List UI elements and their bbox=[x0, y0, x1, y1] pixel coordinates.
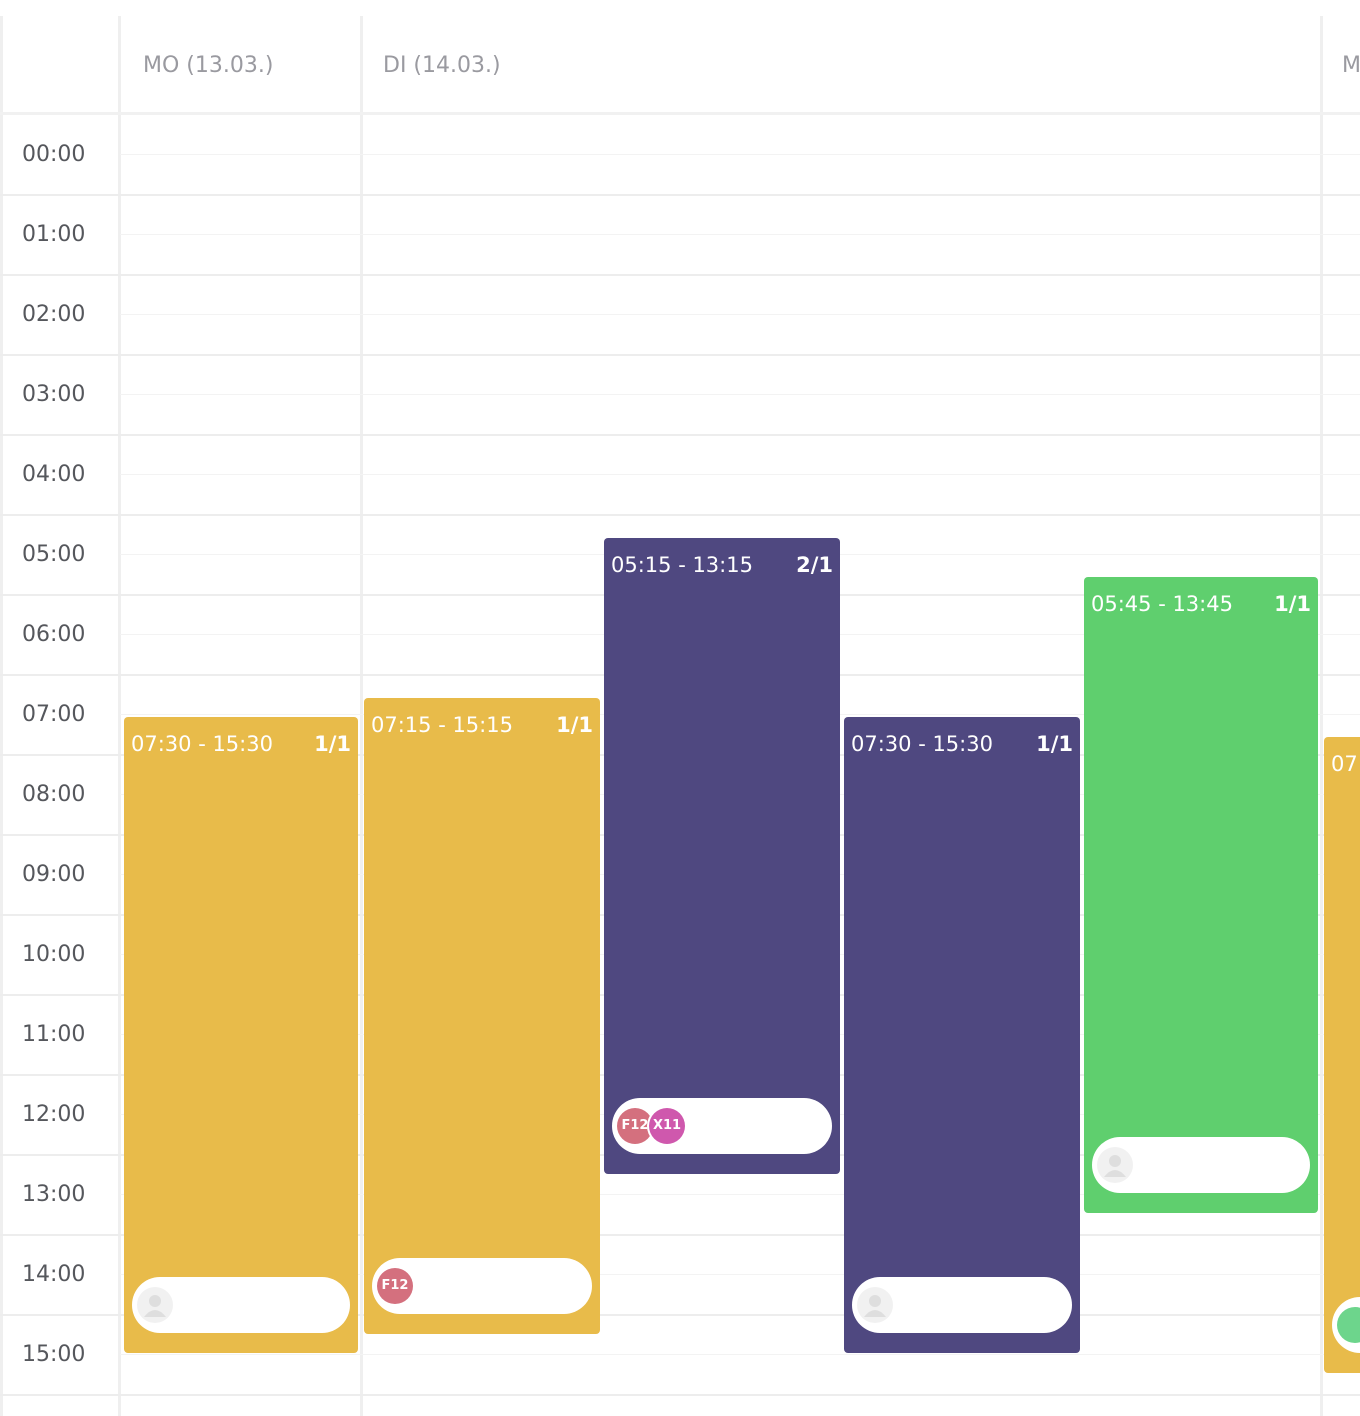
hour-line bbox=[0, 514, 1360, 516]
shift-card[interactable]: 07:30 - 15:30 1/1 bbox=[124, 717, 358, 1353]
day-header: M bbox=[1342, 53, 1360, 78]
shift-card[interactable]: 05:15 - 13:15 2/1 F12 X11 bbox=[604, 538, 840, 1174]
assignee-pill bbox=[1332, 1297, 1360, 1353]
shift-time: 07:15 - 15:15 bbox=[371, 713, 513, 737]
hour-line bbox=[0, 274, 1360, 276]
column-border bbox=[118, 16, 121, 1416]
header-border bbox=[0, 112, 1360, 115]
hour-label: 11:00 bbox=[22, 1022, 86, 1047]
half-hour-line bbox=[120, 394, 1360, 395]
half-hour-line bbox=[120, 474, 1360, 475]
hour-label: 08:00 bbox=[22, 782, 86, 807]
hour-label: 01:00 bbox=[22, 222, 86, 247]
hour-line bbox=[0, 1314, 1360, 1316]
hour-line bbox=[0, 194, 1360, 196]
hour-label: 15:00 bbox=[22, 1342, 86, 1367]
shift-card[interactable]: 07 bbox=[1324, 737, 1360, 1373]
hour-label: 04:00 bbox=[22, 462, 86, 487]
half-hour-line bbox=[120, 314, 1360, 315]
hour-label: 06:00 bbox=[22, 622, 86, 647]
hour-line bbox=[0, 434, 1360, 436]
hour-line bbox=[0, 354, 1360, 356]
hour-label: 14:00 bbox=[22, 1262, 86, 1287]
assignee-badge: F12 bbox=[617, 1108, 653, 1144]
shift-time: 07 bbox=[1331, 752, 1358, 776]
assignee-pill bbox=[852, 1277, 1072, 1333]
shift-count: 1/1 bbox=[556, 713, 593, 737]
assignee-pill bbox=[132, 1277, 350, 1333]
assignee-badge bbox=[1337, 1307, 1360, 1343]
shift-time: 07:30 - 15:30 bbox=[131, 732, 273, 756]
column-border bbox=[360, 16, 363, 1416]
shift-time: 05:15 - 13:15 bbox=[611, 553, 753, 577]
hour-line bbox=[0, 1394, 1360, 1396]
half-hour-line bbox=[120, 154, 1360, 155]
column-border bbox=[0, 16, 3, 1416]
half-hour-line bbox=[120, 1194, 1360, 1195]
shift-card[interactable]: 07:30 - 15:30 1/1 bbox=[844, 717, 1080, 1353]
shift-time: 05:45 - 13:45 bbox=[1091, 592, 1233, 616]
avatar-placeholder bbox=[857, 1287, 893, 1323]
shift-count: 2/1 bbox=[796, 553, 833, 577]
assignee-badge: X11 bbox=[649, 1108, 685, 1144]
assignee-pill: F12 X11 bbox=[612, 1098, 832, 1154]
avatar-icon bbox=[864, 1295, 886, 1317]
day-header: MO (13.03.) bbox=[143, 53, 274, 78]
hour-label: 07:00 bbox=[22, 702, 86, 727]
avatar-placeholder bbox=[137, 1287, 173, 1323]
hour-label: 02:00 bbox=[22, 302, 86, 327]
assignee-badge: F12 bbox=[377, 1268, 413, 1304]
hour-label: 00:00 bbox=[22, 142, 86, 167]
half-hour-line bbox=[120, 1354, 1360, 1355]
shift-count: 1/1 bbox=[1036, 732, 1073, 756]
avatar-icon bbox=[144, 1295, 166, 1317]
hour-label: 13:00 bbox=[22, 1182, 86, 1207]
avatar-placeholder bbox=[1097, 1147, 1133, 1183]
shift-card[interactable]: 07:15 - 15:15 1/1 F12 bbox=[364, 698, 600, 1334]
half-hour-line bbox=[120, 234, 1360, 235]
assignee-pill bbox=[1092, 1137, 1310, 1193]
hour-label: 05:00 bbox=[22, 542, 86, 567]
assignee-pill: F12 bbox=[372, 1258, 592, 1314]
hour-label: 03:00 bbox=[22, 382, 86, 407]
shift-card[interactable]: 05:45 - 13:45 1/1 bbox=[1084, 577, 1318, 1213]
avatar-icon bbox=[1104, 1155, 1126, 1177]
hour-line bbox=[0, 1234, 1360, 1236]
shift-time: 07:30 - 15:30 bbox=[851, 732, 993, 756]
day-header: DI (14.03.) bbox=[383, 53, 501, 78]
shift-count: 1/1 bbox=[1274, 592, 1311, 616]
half-hour-line bbox=[120, 1274, 1360, 1275]
column-border bbox=[1320, 16, 1323, 1416]
hour-label: 12:00 bbox=[22, 1102, 86, 1127]
hour-label: 10:00 bbox=[22, 942, 86, 967]
hour-label: 09:00 bbox=[22, 862, 86, 887]
shift-count: 1/1 bbox=[314, 732, 351, 756]
